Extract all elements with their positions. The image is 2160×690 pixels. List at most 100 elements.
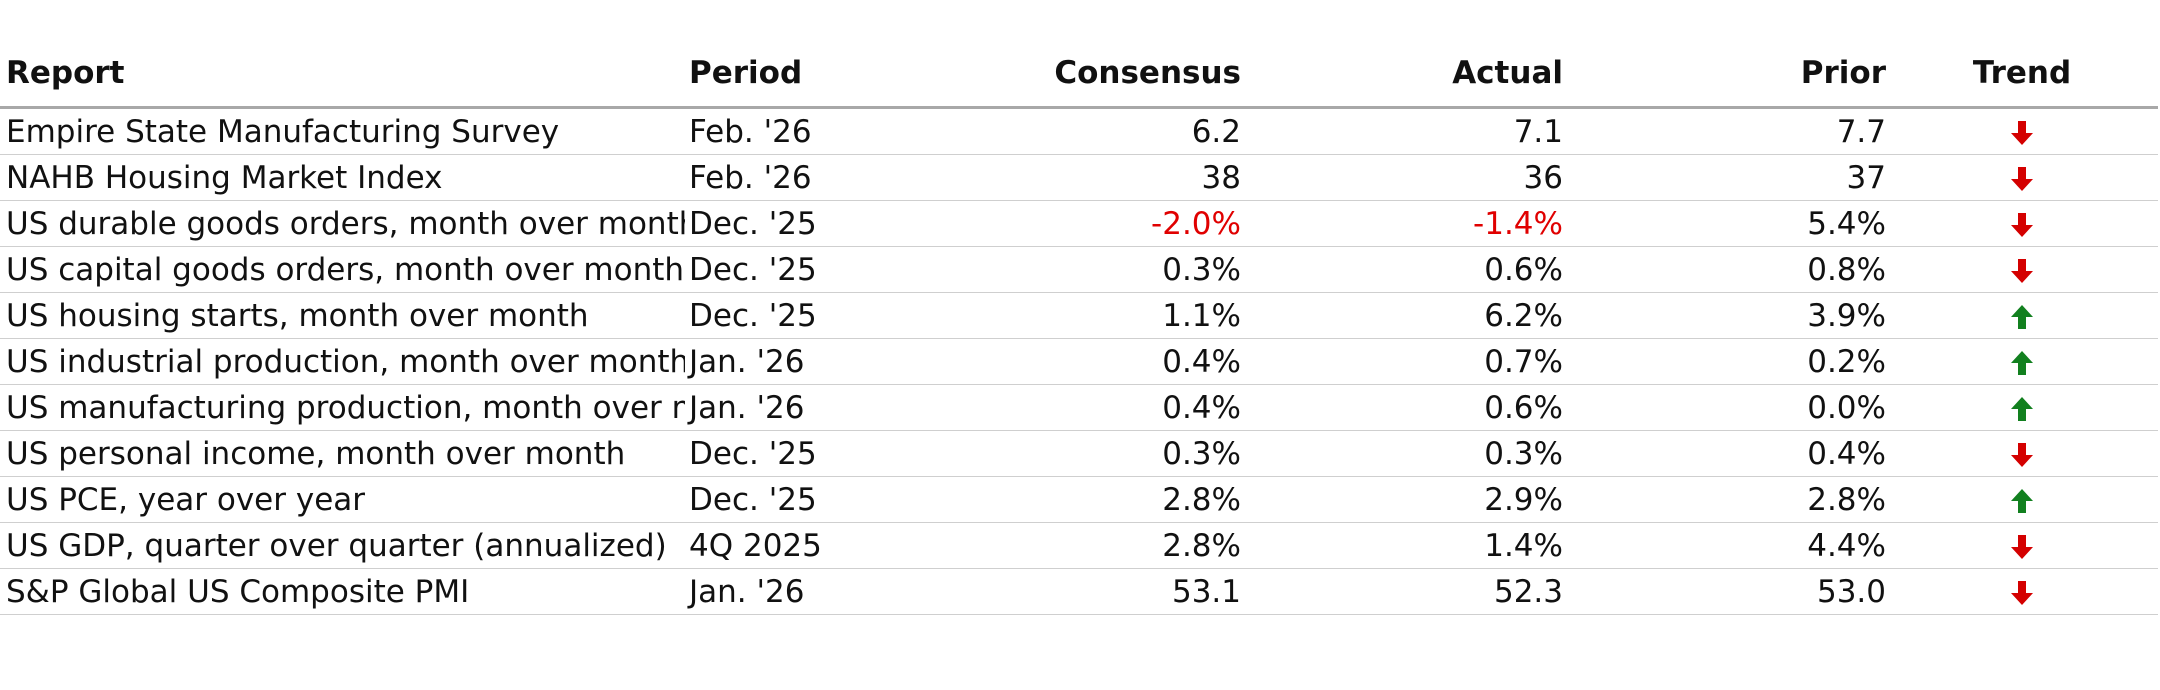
trend-cell <box>1886 476 2158 523</box>
value-cell: 6.2% <box>1241 292 1563 339</box>
arrow-shape <box>2011 259 2033 283</box>
value-cell: 37 <box>1563 154 1886 201</box>
table-row: US capital goods orders, month over mont… <box>0 246 2158 293</box>
value-cell: 7.7 <box>1563 107 1886 155</box>
trend-arrow-down <box>2011 167 2033 191</box>
value-cell: 38 <box>1000 154 1241 201</box>
value-cell: 0.3% <box>1241 430 1563 477</box>
trend-cell <box>1886 200 2158 247</box>
table-row: US personal income, month over month Dec.… <box>0 430 2158 477</box>
table-header: Report Period Consensus Actual Prior Trend <box>0 40 2158 109</box>
period: Dec. '25 <box>685 476 1000 523</box>
arrow-shape <box>2011 167 2033 191</box>
trend-arrow-down <box>2011 259 2033 283</box>
economic-table: Report Period Consensus Actual Prior Trend Em… <box>0 40 2158 615</box>
arrow-shape <box>2011 489 2033 513</box>
trend-cell <box>1886 154 2158 201</box>
period: 4Q 2025 <box>685 522 1000 569</box>
trend-arrow-down <box>2011 213 2033 237</box>
value-cell: 52.3 <box>1241 568 1563 615</box>
period: Dec. '25 <box>685 430 1000 477</box>
value-cell: -1.4% <box>1241 200 1563 247</box>
trend-arrow-down <box>2011 121 2033 145</box>
column-header: Trend <box>1886 40 2158 109</box>
table-row: US manufacturing production, month over … <box>0 384 2158 431</box>
arrow-shape <box>2011 535 2033 559</box>
period: Jan. '26 <box>685 338 1000 385</box>
value-cell: 3.9% <box>1563 292 1886 339</box>
trend-cell <box>1886 107 2158 155</box>
table-row: NAHB Housing Market Index Feb. '26 38 36 37 <box>0 154 2158 201</box>
report-name: S&P Global US Composite PMI <box>0 568 685 615</box>
trend-arrow-up <box>2011 489 2033 513</box>
value-cell: 7.1 <box>1241 107 1563 155</box>
header-row: Report Period Consensus Actual Prior Trend <box>0 40 2158 109</box>
value-cell: 0.4% <box>1563 430 1886 477</box>
arrow-shape <box>2011 305 2033 329</box>
value-cell: 2.8% <box>1000 476 1241 523</box>
value-cell: 2.8% <box>1000 522 1241 569</box>
value-cell: 2.8% <box>1563 476 1886 523</box>
column-header: Prior <box>1563 40 1886 109</box>
value-cell: 0.4% <box>1000 338 1241 385</box>
value-cell: 0.4% <box>1000 384 1241 431</box>
value-cell: 0.3% <box>1000 430 1241 477</box>
value-cell: 53.1 <box>1000 568 1241 615</box>
table-row: US housing starts, month over month Dec. … <box>0 292 2158 339</box>
column-header: Period <box>685 40 1000 109</box>
period: Dec. '25 <box>685 246 1000 293</box>
arrow-shape <box>2011 121 2033 145</box>
column-header: Actual <box>1241 40 1563 109</box>
period: Dec. '25 <box>685 200 1000 247</box>
column-header: Consensus <box>1000 40 1241 109</box>
table-row: US GDP, quarter over quarter (annualized… <box>0 522 2158 569</box>
value-cell: 0.3% <box>1000 246 1241 293</box>
period: Dec. '25 <box>685 292 1000 339</box>
value-cell: 5.4% <box>1563 200 1886 247</box>
report-name: Empire State Manufacturing Survey <box>0 107 685 155</box>
value-cell: 0.0% <box>1563 384 1886 431</box>
arrow-shape <box>2011 581 2033 605</box>
report-name: US durable goods orders, month over mont… <box>0 200 685 247</box>
period: Jan. '26 <box>685 384 1000 431</box>
value-cell: 2.9% <box>1241 476 1563 523</box>
period: Jan. '26 <box>685 568 1000 615</box>
table-row: US PCE, year over year Dec. '25 2.8% 2.9% 2.… <box>0 476 2158 523</box>
column-header: Report <box>0 40 685 109</box>
trend-arrow-down <box>2011 581 2033 605</box>
table-row: Empire State Manufacturing Survey Feb. '2… <box>0 107 2158 155</box>
value-cell: 0.2% <box>1563 338 1886 385</box>
period: Feb. '26 <box>685 154 1000 201</box>
table-row: S&P Global US Composite PMI Jan. '26 53.1 5… <box>0 568 2158 615</box>
report-name: US personal income, month over month <box>0 430 685 477</box>
arrow-shape <box>2011 351 2033 375</box>
trend-arrow-up <box>2011 305 2033 329</box>
report-name: US capital goods orders, month over mont… <box>0 246 685 293</box>
table-body: Empire State Manufacturing Survey Feb. '2… <box>0 107 2158 615</box>
trend-cell <box>1886 246 2158 293</box>
value-cell: 0.6% <box>1241 384 1563 431</box>
value-cell: 0.7% <box>1241 338 1563 385</box>
trend-cell <box>1886 292 2158 339</box>
value-cell: -2.0% <box>1000 200 1241 247</box>
arrow-shape <box>2011 213 2033 237</box>
trend-arrow-down <box>2011 443 2033 467</box>
table-row: US durable goods orders, month over mont… <box>0 200 2158 247</box>
report-name: US industrial production, month over mon… <box>0 338 685 385</box>
value-cell: 0.6% <box>1241 246 1563 293</box>
value-cell: 4.4% <box>1563 522 1886 569</box>
value-cell: 6.2 <box>1000 107 1241 155</box>
value-cell: 0.8% <box>1563 246 1886 293</box>
report-name: US PCE, year over year <box>0 476 685 523</box>
trend-cell <box>1886 384 2158 431</box>
trend-cell <box>1886 338 2158 385</box>
value-cell: 36 <box>1241 154 1563 201</box>
trend-cell <box>1886 522 2158 569</box>
table-row: US industrial production, month over mon… <box>0 338 2158 385</box>
report-name: NAHB Housing Market Index <box>0 154 685 201</box>
report-name: US GDP, quarter over quarter (annualized… <box>0 522 685 569</box>
value-cell: 1.1% <box>1000 292 1241 339</box>
arrow-shape <box>2011 443 2033 467</box>
arrow-shape <box>2011 397 2033 421</box>
